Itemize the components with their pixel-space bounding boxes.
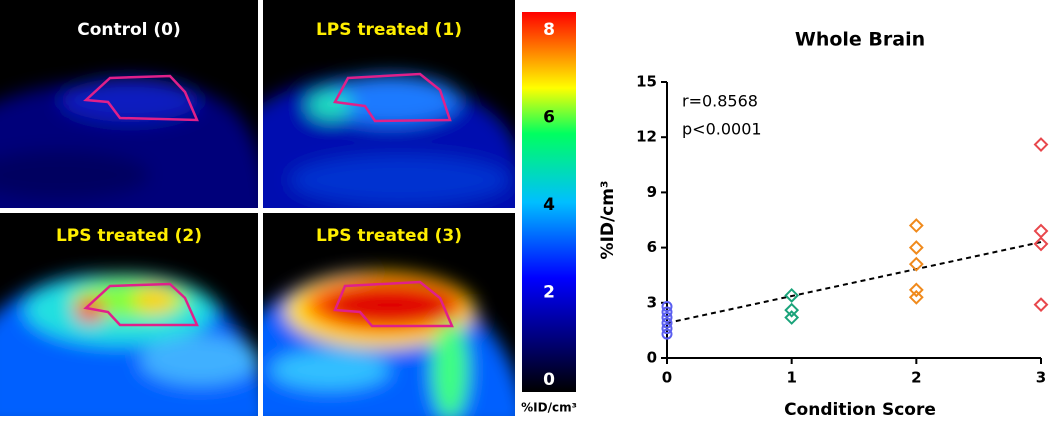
panel-title: LPS treated (3) [316, 226, 462, 246]
x-axis-label: Condition Score [784, 400, 936, 420]
point [908, 282, 924, 298]
image-panel [0, 213, 258, 416]
y-tick-label: 9 [647, 183, 657, 201]
colorbar [522, 12, 576, 392]
trend-line [666, 241, 1042, 325]
y-axis-label: %ID/cm³ [598, 181, 618, 260]
point [1033, 223, 1049, 239]
point [1033, 137, 1049, 152]
point [784, 310, 800, 325]
annotation: r=0.8568 [682, 92, 758, 111]
chart-title: Whole Brain [795, 29, 925, 51]
colorbar-tick-label: 4 [543, 195, 555, 215]
y-tick-label: 6 [647, 238, 657, 256]
panel-title: Control (0) [77, 20, 181, 40]
point [1033, 236, 1049, 252]
colorbar-label: %ID/cm³ [521, 401, 577, 415]
point [661, 312, 673, 324]
point [784, 302, 800, 318]
point [661, 317, 673, 329]
point [661, 323, 673, 335]
x-tick-label: 3 [1036, 369, 1046, 387]
colorbar-tick-label: 0 [543, 370, 555, 390]
colorbar-tick-label: 8 [543, 20, 555, 40]
x-tick-label: 2 [911, 369, 921, 387]
panel-title: LPS treated (2) [56, 226, 202, 246]
x-tick-label: 1 [786, 369, 796, 387]
panel-title: LPS treated (1) [316, 20, 462, 40]
y-tick-label: 3 [647, 293, 657, 311]
y-tick-label: 15 [636, 73, 657, 91]
y-tick-label: 12 [636, 128, 657, 146]
image-panel [0, 0, 258, 208]
colorbar-tick-label: 2 [543, 283, 555, 303]
image-panel [263, 213, 515, 416]
point [661, 328, 673, 340]
image-panel [263, 0, 515, 208]
point [908, 240, 924, 256]
point [661, 300, 673, 312]
point [908, 218, 924, 233]
x-tick-label: 0 [662, 369, 672, 387]
point [908, 256, 924, 272]
colorbar-tick-label: 6 [543, 108, 555, 128]
point [908, 289, 924, 305]
y-tick-label: 0 [647, 349, 657, 367]
point [661, 306, 673, 318]
point [1033, 297, 1049, 313]
point [784, 288, 800, 303]
annotation: p<0.0001 [682, 120, 762, 139]
